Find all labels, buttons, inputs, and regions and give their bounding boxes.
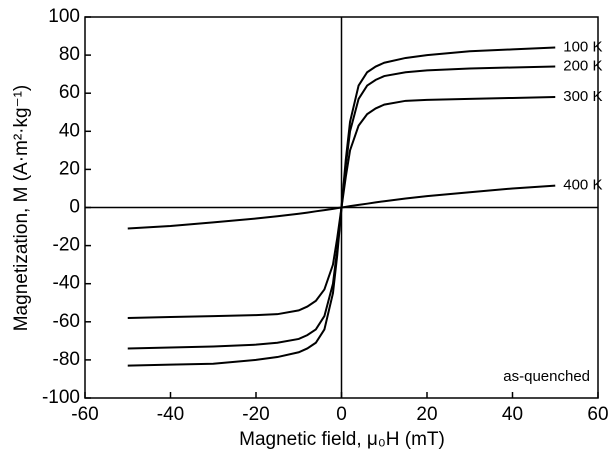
x-tick-label: -40 bbox=[157, 404, 184, 425]
y-tick-label: -60 bbox=[53, 311, 80, 332]
x-tick-label: 40 bbox=[502, 404, 523, 425]
y-tick-label: -100 bbox=[42, 387, 80, 408]
y-tick-label: -80 bbox=[53, 349, 80, 370]
series-line bbox=[127, 184, 556, 230]
y-tick-label: 40 bbox=[59, 120, 80, 141]
y-tick-label: 60 bbox=[59, 82, 80, 103]
y-tick-label: 80 bbox=[59, 44, 80, 65]
annotation: as-quenched bbox=[503, 368, 590, 385]
series-label: 400 K bbox=[563, 177, 602, 194]
y-tick-label: -40 bbox=[53, 273, 80, 294]
x-axis-label: Magnetic field, μ₀H (mT) bbox=[239, 429, 445, 450]
series-label: 200 K bbox=[563, 57, 602, 74]
series-label: 100 K bbox=[563, 38, 602, 55]
x-tick-label: 60 bbox=[587, 404, 608, 425]
y-tick-label: -20 bbox=[53, 235, 80, 256]
y-tick-label: 20 bbox=[59, 158, 80, 179]
y-tick-label: 0 bbox=[69, 197, 80, 218]
x-tick-label: 20 bbox=[416, 404, 437, 425]
series-label: 300 K bbox=[563, 88, 602, 105]
x-tick-label: 0 bbox=[336, 404, 347, 425]
x-tick-label: -60 bbox=[71, 404, 98, 425]
y-axis-label: Magnetization, M (A·m²·kg⁻¹) bbox=[11, 85, 32, 332]
x-tick-label: -20 bbox=[242, 404, 269, 425]
y-tick-label: 100 bbox=[48, 6, 80, 27]
